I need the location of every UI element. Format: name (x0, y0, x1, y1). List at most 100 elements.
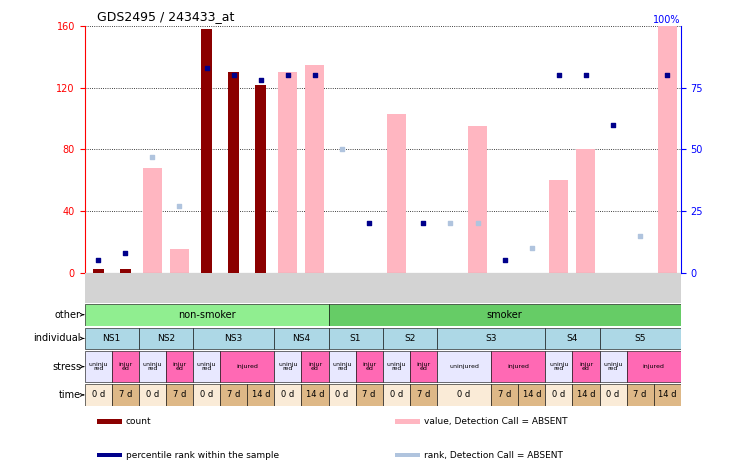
Bar (170, 249, 189, 273)
Bar (573, 351, 600, 382)
Bar (166, 384, 193, 406)
Point (417, 219, 429, 227)
Bar (383, 328, 437, 349)
Text: injur
ed: injur ed (172, 362, 186, 372)
Point (174, 202, 185, 210)
Text: 14 d: 14 d (305, 391, 325, 400)
Bar (143, 168, 162, 273)
Bar (491, 384, 518, 406)
Point (634, 232, 646, 239)
Text: uninju
red: uninju red (143, 362, 162, 372)
Text: NS2: NS2 (157, 334, 175, 343)
Bar (96, 419, 121, 424)
Text: 0 d: 0 d (457, 391, 470, 400)
Point (255, 76, 266, 84)
Bar (275, 328, 328, 349)
Text: injur
ed: injur ed (417, 362, 431, 372)
Text: injur
ed: injur ed (579, 362, 593, 372)
Bar (355, 351, 383, 382)
Bar (410, 384, 437, 406)
Bar (220, 384, 247, 406)
Text: uninju
red: uninju red (197, 362, 216, 372)
Bar (600, 328, 681, 349)
Bar (394, 453, 420, 457)
Point (336, 146, 348, 153)
Bar (112, 351, 139, 382)
Bar (328, 384, 355, 406)
Text: 0 d: 0 d (552, 391, 565, 400)
Bar (394, 419, 420, 424)
Text: injured: injured (236, 364, 258, 369)
Bar (576, 149, 595, 273)
Text: injured: injured (507, 364, 529, 369)
Bar (139, 328, 193, 349)
Bar (549, 180, 568, 273)
Bar (275, 351, 302, 382)
Bar (305, 64, 325, 273)
Bar (410, 351, 437, 382)
Bar (220, 351, 275, 382)
Text: S5: S5 (634, 334, 646, 343)
Text: injur
ed: injur ed (308, 362, 322, 372)
Bar (193, 384, 220, 406)
Bar (355, 384, 383, 406)
Bar (328, 304, 681, 326)
Bar (328, 328, 383, 349)
Bar (193, 351, 220, 382)
Text: NS1: NS1 (102, 334, 121, 343)
Text: 7 d: 7 d (173, 391, 186, 400)
Text: count: count (126, 417, 152, 426)
Text: NS4: NS4 (292, 334, 311, 343)
Bar (468, 126, 487, 273)
Point (526, 244, 537, 252)
Bar (437, 351, 491, 382)
Bar (85, 328, 139, 349)
Bar (228, 73, 239, 273)
Bar (437, 328, 545, 349)
Bar (193, 328, 275, 349)
Bar (85, 351, 112, 382)
Text: S3: S3 (485, 334, 497, 343)
Text: 0 d: 0 d (389, 391, 403, 400)
Text: uninju
red: uninju red (333, 362, 352, 372)
Text: individual: individual (33, 333, 81, 344)
Text: rank, Detection Call = ABSENT: rank, Detection Call = ABSENT (424, 451, 563, 460)
Bar (255, 85, 266, 273)
Bar (328, 351, 355, 382)
Text: injur
ed: injur ed (118, 362, 132, 372)
Text: 7 d: 7 d (634, 391, 647, 400)
Bar (518, 384, 545, 406)
Text: 7 d: 7 d (498, 391, 512, 400)
Bar (201, 29, 212, 273)
Bar (573, 384, 600, 406)
Text: time: time (59, 390, 81, 400)
Bar (139, 351, 166, 382)
Text: 0 d: 0 d (91, 391, 105, 400)
Text: S2: S2 (404, 334, 416, 343)
Bar (387, 114, 406, 273)
Bar (96, 453, 121, 457)
Point (499, 256, 511, 264)
Text: other: other (55, 310, 81, 320)
Bar (85, 304, 328, 326)
Bar (166, 351, 193, 382)
Point (607, 121, 619, 128)
Text: GDS2495 / 243433_at: GDS2495 / 243433_at (96, 10, 234, 24)
Bar (93, 270, 104, 273)
Bar (139, 384, 166, 406)
Text: injur
ed: injur ed (362, 362, 376, 372)
Text: non-smoker: non-smoker (178, 310, 236, 320)
Bar (545, 351, 573, 382)
Text: uninjured: uninjured (449, 364, 479, 369)
Text: injured: injured (643, 364, 665, 369)
Point (92, 256, 104, 264)
Text: 0 d: 0 d (336, 391, 349, 400)
Point (445, 219, 456, 227)
Bar (302, 351, 328, 382)
Text: uninju
red: uninju red (278, 362, 297, 372)
Text: 0 d: 0 d (281, 391, 294, 400)
Text: value, Detection Call = ABSENT: value, Detection Call = ABSENT (424, 417, 567, 426)
Bar (658, 26, 676, 273)
Point (146, 153, 158, 161)
Text: uninju
red: uninju red (549, 362, 569, 372)
